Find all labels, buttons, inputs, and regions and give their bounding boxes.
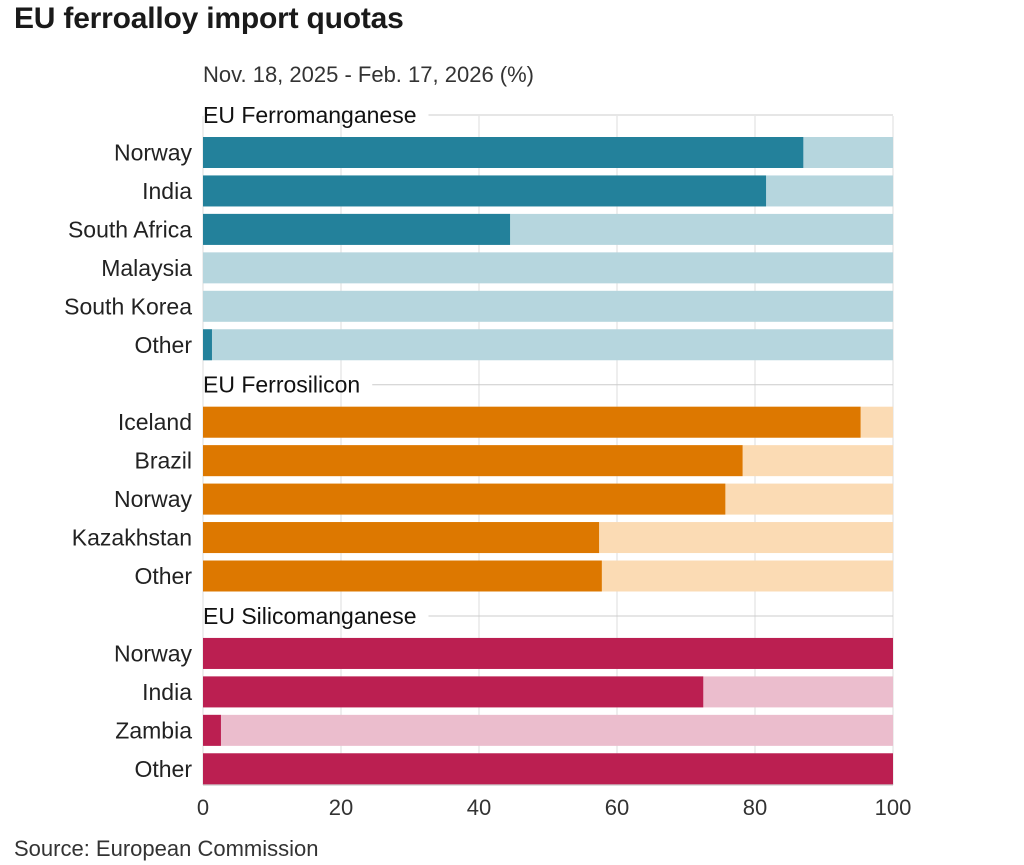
bar-used <box>203 637 893 669</box>
chart-subtitle: Nov. 18, 2025 - Feb. 17, 2026 (%) <box>203 62 534 87</box>
category-label: Norway <box>114 640 192 666</box>
bar-used <box>203 329 212 361</box>
bar-remaining <box>203 252 893 284</box>
category-label: Other <box>134 563 192 589</box>
category-label: Brazil <box>134 448 192 474</box>
bar-used <box>203 406 861 438</box>
category-label: Zambia <box>115 717 192 743</box>
category-label: Other <box>134 332 192 358</box>
bar-used <box>203 445 743 477</box>
category-label: India <box>142 178 192 204</box>
category-label: Other <box>134 756 192 782</box>
category-label: Norway <box>114 140 192 166</box>
bar-used <box>203 483 726 515</box>
bar-used <box>203 560 602 592</box>
x-tick-label: 80 <box>743 795 767 820</box>
x-tick-label: 0 <box>197 795 209 820</box>
x-tick-label: 100 <box>875 795 912 820</box>
category-label: Malaysia <box>101 255 192 281</box>
x-tick-label: 40 <box>467 795 491 820</box>
bar-used <box>203 175 767 207</box>
bar-used <box>203 676 704 708</box>
group-title: EU Silicomanganese <box>203 603 417 629</box>
bar-used <box>203 137 804 168</box>
source-note: Source: European Commission <box>14 836 319 861</box>
chart-title: EU ferroalloy import quotas <box>14 2 404 35</box>
bar-used <box>203 522 600 554</box>
category-label: South Korea <box>64 293 192 319</box>
category-label: Iceland <box>118 409 192 435</box>
category-label: India <box>142 679 192 705</box>
category-label: Kazakhstan <box>72 525 192 551</box>
x-tick-label: 20 <box>329 795 353 820</box>
bar-remaining <box>203 329 893 361</box>
category-label: South Africa <box>68 216 192 242</box>
bar-remaining <box>203 290 893 322</box>
x-tick-label: 60 <box>605 795 629 820</box>
bar-used <box>203 213 511 245</box>
bar-used <box>203 753 893 785</box>
group-title: EU Ferrosilicon <box>203 372 360 398</box>
bar-remaining <box>203 714 893 746</box>
category-label: Norway <box>114 486 192 512</box>
bar-used <box>203 714 221 746</box>
group-title: EU Ferromanganese <box>203 102 417 128</box>
